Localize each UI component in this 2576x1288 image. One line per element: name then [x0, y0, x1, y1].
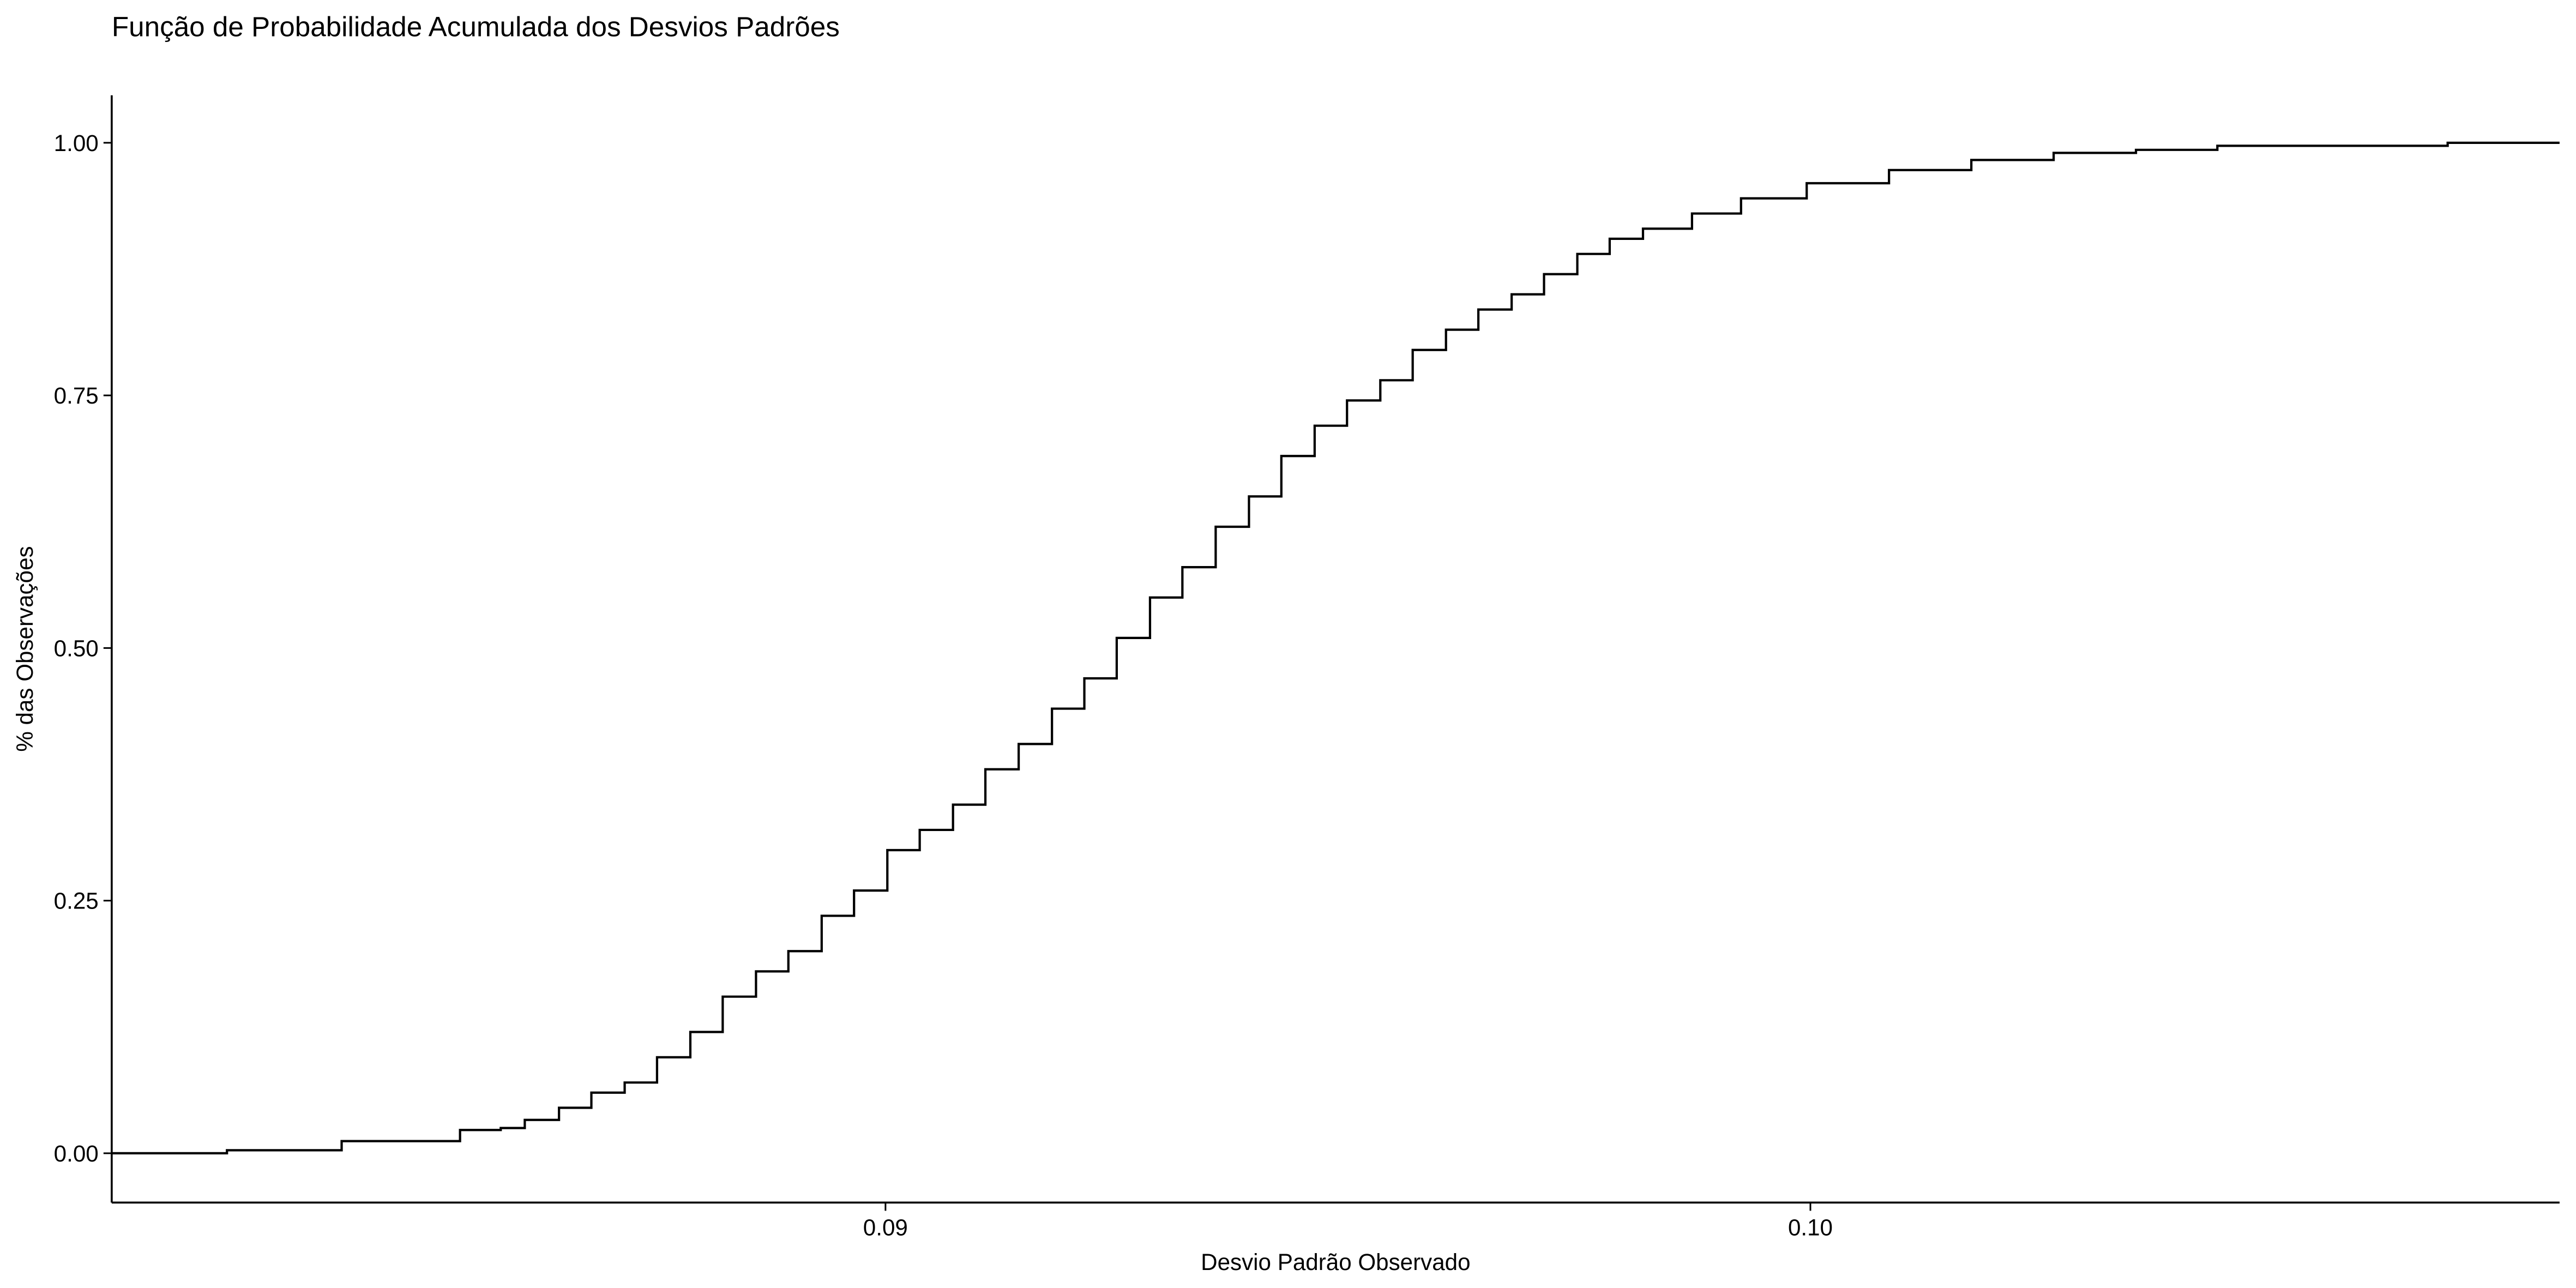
y-axis-label: % das Observações: [12, 546, 38, 751]
y-tick-label: 0.00: [54, 1141, 99, 1166]
y-tick-label: 0.75: [54, 383, 99, 408]
y-tick-label: 0.50: [54, 635, 99, 661]
ecdf-line: [111, 141, 2560, 1155]
x-tick-label: 0.10: [1788, 1215, 1833, 1241]
x-axis-label: Desvio Padrão Observado: [1201, 1249, 1470, 1275]
chart-title: Função de Probabilidade Acumulada dos De…: [112, 11, 840, 42]
y-tick-label: 0.25: [54, 888, 99, 914]
x-tick-label: 0.09: [863, 1215, 908, 1241]
y-tick-label: 1.00: [54, 130, 99, 156]
